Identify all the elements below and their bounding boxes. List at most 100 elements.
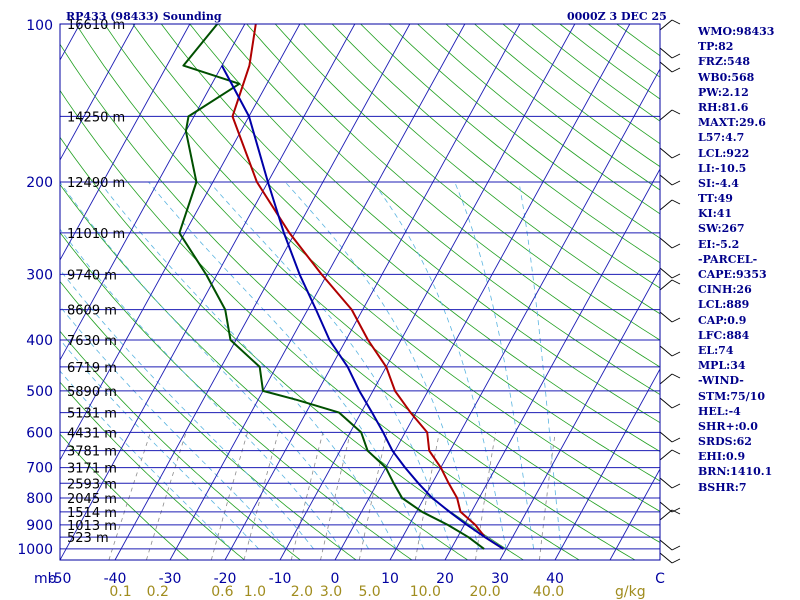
wind-barb	[659, 509, 673, 521]
wind-barb-feather	[671, 449, 681, 455]
wind-barb-feather	[671, 153, 681, 159]
mixing-ratio-line	[358, 432, 388, 560]
moist-adiabat	[60, 228, 342, 550]
pressure-tick-label: 700	[26, 461, 53, 477]
dry-adiabat	[60, 381, 245, 560]
height-label: 5131 m	[67, 407, 117, 422]
height-label: 9740 m	[67, 268, 117, 283]
wind-barb	[659, 279, 673, 291]
height-label: 1514 m	[67, 506, 117, 521]
wind-barb	[659, 501, 673, 513]
wind-barb	[659, 61, 673, 73]
wind-barb-feather	[671, 279, 681, 285]
pressure-tick-label: 1000	[17, 542, 53, 558]
dry-adiabat	[331, 24, 660, 289]
wind-barb	[659, 199, 673, 211]
wind-barb	[659, 174, 673, 186]
dry-adiabat	[75, 24, 660, 543]
mixing-ratio-label: 0.1	[109, 584, 131, 600]
mixing-ratio-line	[539, 432, 556, 560]
mixing-ratio-line	[108, 432, 151, 560]
isotherm	[389, 68, 660, 560]
dry-adiabat	[60, 136, 524, 560]
isotherm-lines	[60, 24, 660, 560]
temperature-tick-label: -20	[214, 571, 237, 587]
isotherm	[114, 24, 411, 560]
wind-barb-feather	[671, 273, 681, 279]
height-label: 6719 m	[67, 361, 117, 376]
mixing-ratio-label: 1.0	[244, 584, 266, 600]
height-label: 7630 m	[67, 334, 117, 349]
pressure-tick-label: 600	[26, 425, 53, 441]
wind-barb-feather	[671, 351, 681, 357]
index-item: CAP:0.9	[698, 313, 747, 327]
mixing-ratio-labels: 0.1 0.2 0.6 1.0 2.0 3.0 5.0 10.0 20.0 40.0 g/kg	[109, 584, 645, 600]
mixing-ratio-label: 20.0	[470, 584, 501, 600]
wind-barb-feather	[671, 509, 681, 515]
wind-barb-feather	[671, 545, 681, 551]
wind-barb-feather	[671, 507, 681, 513]
sounding-traces	[178, 24, 504, 550]
stability-indices-panel: WMO:98433 TP:82 FRZ:548 WB0:568 PW:2.12 RH:81…	[698, 24, 798, 495]
index-item: SW:267	[698, 222, 745, 236]
wind-barb-feather	[671, 373, 681, 379]
isotherm	[60, 24, 246, 361]
isotherm	[499, 268, 660, 560]
height-label: 5890 m	[67, 385, 117, 400]
height-label: 14250 m	[67, 110, 125, 125]
wind-barb-feather	[671, 403, 681, 409]
wind-barb-feather	[671, 483, 681, 489]
mixing-ratio-label: 0.6	[211, 584, 233, 600]
wind-barb	[659, 477, 673, 489]
isotherm	[334, 24, 631, 560]
pressure-tick-label: 900	[26, 518, 53, 534]
mixing-ratio-label: 10.0	[410, 584, 441, 600]
height-label: 2045 m	[67, 492, 117, 507]
temperature-tick-labels: -50 -40 -30 -20 -10 0 10 20 30 40 C	[49, 571, 666, 587]
wind-barb	[659, 311, 673, 323]
dry-adiabat	[60, 43, 636, 560]
pressure-tick-label: 200	[26, 175, 53, 191]
index-item: LI:-10.5	[698, 161, 747, 175]
pressure-tick-label: 100	[26, 18, 53, 34]
mixing-ratio-label: 0.2	[147, 584, 169, 600]
wind-barb	[659, 147, 673, 159]
wind-barb	[659, 397, 673, 409]
wind-barb-feather	[671, 53, 681, 59]
height-label: 4431 m	[67, 426, 117, 441]
height-label: 3781 m	[67, 445, 117, 460]
sounding-time: 0000Z 3 DEC 25	[567, 10, 667, 23]
index-item: TT:49	[698, 192, 733, 206]
index-item: LFC:884	[698, 328, 750, 342]
mixing-ratio-line	[320, 432, 351, 560]
index-item: LCL:889	[698, 298, 750, 312]
mixing-ratio-label: 3.0	[320, 584, 342, 600]
height-label: 523 m	[67, 531, 109, 546]
pressure-tick-label: 300	[26, 267, 53, 283]
temperature-tick-label: -30	[159, 571, 182, 587]
mixing-ratio-line	[146, 432, 187, 560]
index-item: RH:81.6	[698, 100, 749, 114]
height-label: 11010 m	[67, 227, 125, 242]
isotherm	[554, 368, 660, 560]
parcel-trace	[221, 65, 504, 550]
wind-barb	[659, 47, 673, 59]
temperature-tick-label: -10	[269, 571, 292, 587]
index-item: SI:-4.4	[698, 176, 739, 190]
dewpoint-trace	[178, 24, 485, 550]
wind-barb	[659, 267, 673, 279]
wind-barb-feather	[671, 19, 681, 25]
isotherm	[224, 24, 521, 560]
height-label: 1013 m	[67, 519, 117, 534]
dry-adiabat	[246, 24, 660, 368]
temperature-tick-label: 40	[546, 571, 564, 587]
index-item: MPL:34	[698, 359, 746, 373]
dry-adiabat	[189, 24, 660, 424]
wind-barb	[659, 539, 673, 551]
temperature-unit-label: C	[655, 571, 665, 587]
wind-barb	[659, 237, 673, 249]
dry-adiabat	[160, 24, 660, 453]
wind-barb-feather	[671, 317, 681, 323]
mixing-ratio-unit-label: g/kg	[615, 584, 646, 600]
wind-barb	[659, 431, 673, 443]
